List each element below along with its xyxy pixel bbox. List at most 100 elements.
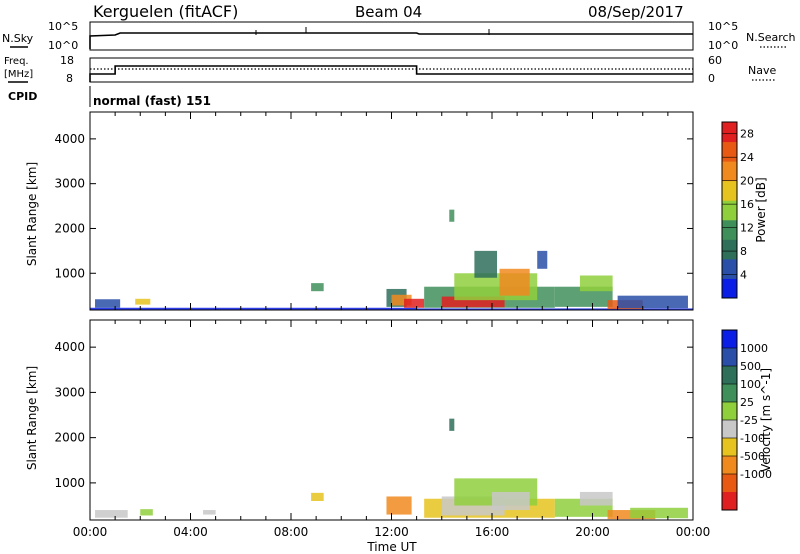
velocity-colorbar-cell xyxy=(722,384,737,403)
power-colorbar-tick-label: 4 xyxy=(740,269,747,282)
nsky-trace xyxy=(89,32,693,49)
freq-left-tick-top: 18 xyxy=(60,54,74,67)
velocity-y-axis: 1000 2000 3000 4000 xyxy=(54,340,693,490)
velocity-colorbar-cells xyxy=(722,330,737,511)
velocity-x-tick-label: 04:00 xyxy=(173,525,208,539)
velocity-colorbar-tick-label: 25 xyxy=(740,396,754,409)
velocity-x-axis: 00:00 04:00 08:00 12:00 16:00 20:00 00:00 xyxy=(73,320,711,539)
velocity-y-tick-label: 2000 xyxy=(54,431,85,445)
velocity-colorbar-tick-label: 1000 xyxy=(740,342,768,355)
velocity-colorbar-cell xyxy=(722,456,737,475)
velocity-patch xyxy=(203,510,216,515)
power-y-tick-label: 2000 xyxy=(54,221,85,235)
velocity-colorbar-cell xyxy=(722,348,737,367)
power-patch xyxy=(474,250,498,278)
power-colorbar-cell xyxy=(722,219,737,240)
date-title: 08/Sep/2017 xyxy=(588,3,684,21)
power-patch xyxy=(416,308,693,310)
velocity-patch xyxy=(449,418,455,431)
velocity-patch xyxy=(140,509,153,516)
power-colorbar-cell xyxy=(722,141,737,162)
power-colorbar-tick-label: 24 xyxy=(740,151,754,164)
velocity-y-tick-label: 1000 xyxy=(54,476,85,490)
power-colorbar-cell xyxy=(722,278,737,299)
velocity-colorbar-cell xyxy=(722,492,737,511)
velocity-data xyxy=(95,418,688,520)
velocity-x-tick-label: 00:00 xyxy=(676,525,711,539)
power-patch xyxy=(404,298,425,308)
velocity-colorbar-cell xyxy=(722,474,737,493)
velocity-colorbar-cell xyxy=(722,420,737,439)
nsky-right-tick-top: 10^5 xyxy=(708,20,738,33)
velocity-colorbar-cell xyxy=(722,366,737,385)
velocity-colorbar-tick-label: -500 xyxy=(740,450,765,463)
nsky-label: N.Sky xyxy=(2,32,34,45)
freq-frame xyxy=(89,57,694,83)
power-patch xyxy=(391,294,412,306)
freq-panel: Freq. [MHz] 18 8 60 0 Nave xyxy=(4,54,776,85)
velocity-colorbar-tick-label: -25 xyxy=(740,414,758,427)
freq-label: Freq. xyxy=(4,56,29,67)
power-colorbar-cells xyxy=(722,122,737,299)
velocity-y-label: Slant Range [km] xyxy=(25,366,39,470)
freq-trace xyxy=(89,65,693,82)
power-colorbar-frame xyxy=(721,121,738,299)
power-colorbar-cell xyxy=(722,258,737,279)
nsearch-label: N.Search xyxy=(746,31,796,44)
power-patch xyxy=(135,298,151,305)
freq-right-tick-top: 60 xyxy=(708,54,722,67)
velocity-patch xyxy=(95,510,128,518)
power-colorbar-tick-label: 28 xyxy=(740,128,754,141)
power-colorbar-cell xyxy=(722,239,737,260)
velocity-colorbar-tick-label: 500 xyxy=(740,360,761,373)
beam-title: Beam 04 xyxy=(355,3,422,21)
x-axis-label: Time UT xyxy=(366,540,417,554)
velocity-patch xyxy=(492,491,530,511)
velocity-colorbar: 1000 500 100 25 -25 -100 -500 -1000 Velocity [m… xyxy=(721,329,773,511)
nave-label: Nave xyxy=(748,64,776,77)
power-patch xyxy=(449,209,455,222)
velocity-colorbar-cell xyxy=(722,402,737,421)
velocity-colorbar-tick-label: 100 xyxy=(740,378,761,391)
power-colorbar-cell xyxy=(722,200,737,221)
freq-right-tick-bottom: 0 xyxy=(708,72,715,85)
power-patch xyxy=(554,286,613,307)
nsky-left-tick-bottom: 10^0 xyxy=(48,39,78,52)
velocity-patch xyxy=(386,496,412,515)
power-colorbar-tick-label: 20 xyxy=(740,175,754,188)
power-colorbar-ticks: 4 8 12 16 20 24 28 xyxy=(722,128,754,282)
velocity-patch xyxy=(579,491,613,506)
power-patch xyxy=(441,296,505,308)
nsky-left-tick-top: 10^5 xyxy=(48,20,78,33)
power-colorbar-cell xyxy=(722,161,737,182)
power-y-tick-label: 1000 xyxy=(54,266,85,280)
freq-left-tick-bottom: 8 xyxy=(66,72,73,85)
velocity-x-tick-label: 16:00 xyxy=(475,525,510,539)
velocity-x-tick-label: 12:00 xyxy=(374,525,409,539)
power-panel: 1000 2000 3000 4000 Slant Range [km] xyxy=(25,111,694,311)
power-data xyxy=(90,209,693,310)
velocity-colorbar-cell xyxy=(722,438,737,457)
velocity-colorbar-label: Velocity [m s^-1] xyxy=(759,368,773,472)
velocity-x-tick-label: 08:00 xyxy=(274,525,309,539)
power-colorbar-tick-label: 8 xyxy=(740,245,747,258)
power-patch xyxy=(311,283,324,292)
power-colorbar: 4 8 12 16 20 24 28 Power [dB] xyxy=(721,121,768,299)
velocity-x-tick-label: 20:00 xyxy=(575,525,610,539)
power-patch xyxy=(579,275,613,292)
power-colorbar-tick-label: 16 xyxy=(740,198,754,211)
nsky-right-tick-bottom: 10^0 xyxy=(708,39,738,52)
power-colorbar-cell xyxy=(722,180,737,201)
power-x-axis xyxy=(89,112,694,310)
velocity-y-tick-label: 4000 xyxy=(54,340,85,354)
power-y-label: Slant Range [km] xyxy=(25,162,39,266)
power-y-tick-label: 3000 xyxy=(54,177,85,191)
power-y-axis: 1000 2000 3000 4000 xyxy=(54,132,693,280)
power-colorbar-tick-label: 12 xyxy=(740,222,754,235)
cpid-mode: normal (fast) 151 xyxy=(93,94,211,108)
velocity-patch xyxy=(630,507,688,519)
velocity-patch xyxy=(311,492,324,501)
station-title: Kerguelen (fitACF) xyxy=(93,2,238,21)
velocity-colorbar-tick-label: -100 xyxy=(740,432,765,445)
